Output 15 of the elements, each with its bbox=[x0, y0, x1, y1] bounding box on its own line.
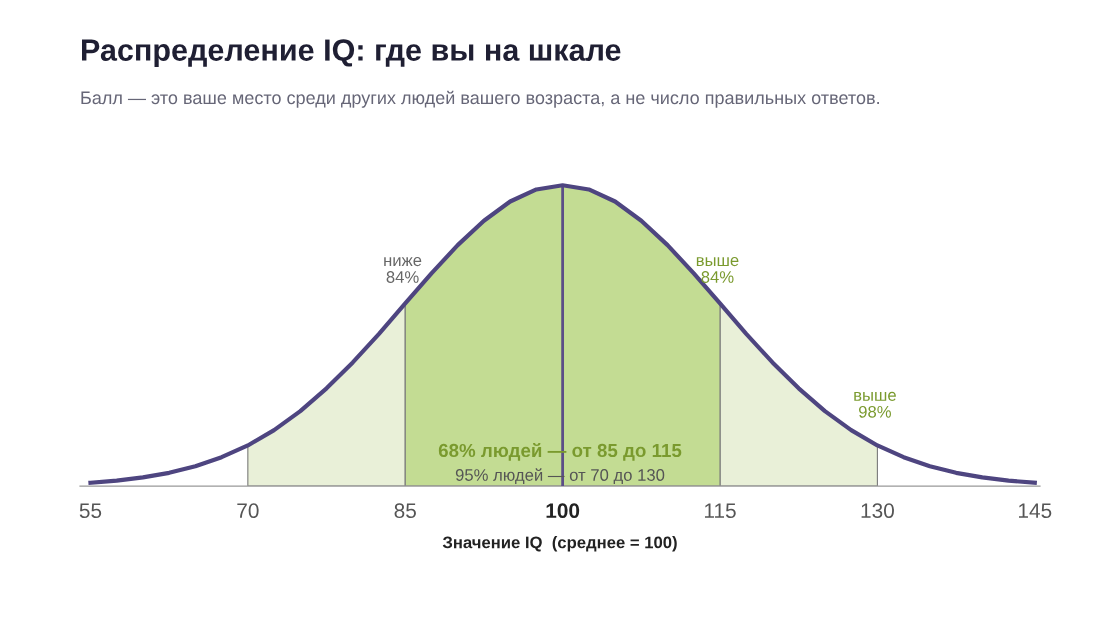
x-axis-title: Значение IQ (среднее = 100) bbox=[442, 536, 677, 552]
chart-subtitle: Балл — это ваше место среди других людей вашего возраста, а не число правильных ответов. bbox=[81, 90, 879, 108]
annotation: ниже 84% bbox=[384, 257, 422, 283]
annotation: выше 84% bbox=[696, 257, 739, 283]
annotation: выше 98% bbox=[854, 391, 896, 418]
chart-title: Распределение IQ: где вы на шкале bbox=[82, 39, 621, 67]
x-tick-label: 130 bbox=[861, 503, 894, 519]
x-tick-label: 70 bbox=[237, 503, 259, 519]
annotation: 95% людей — от 70 до 130 bbox=[455, 468, 665, 485]
annotation: 68% людей — от 85 до 115 bbox=[438, 442, 682, 461]
x-tick-label: 145 bbox=[1019, 503, 1052, 519]
x-tick-label: 100 bbox=[546, 503, 580, 519]
x-tick-label: 55 bbox=[79, 503, 102, 519]
x-tick-label: 115 bbox=[704, 503, 736, 519]
x-tick-label: 85 bbox=[394, 503, 416, 519]
